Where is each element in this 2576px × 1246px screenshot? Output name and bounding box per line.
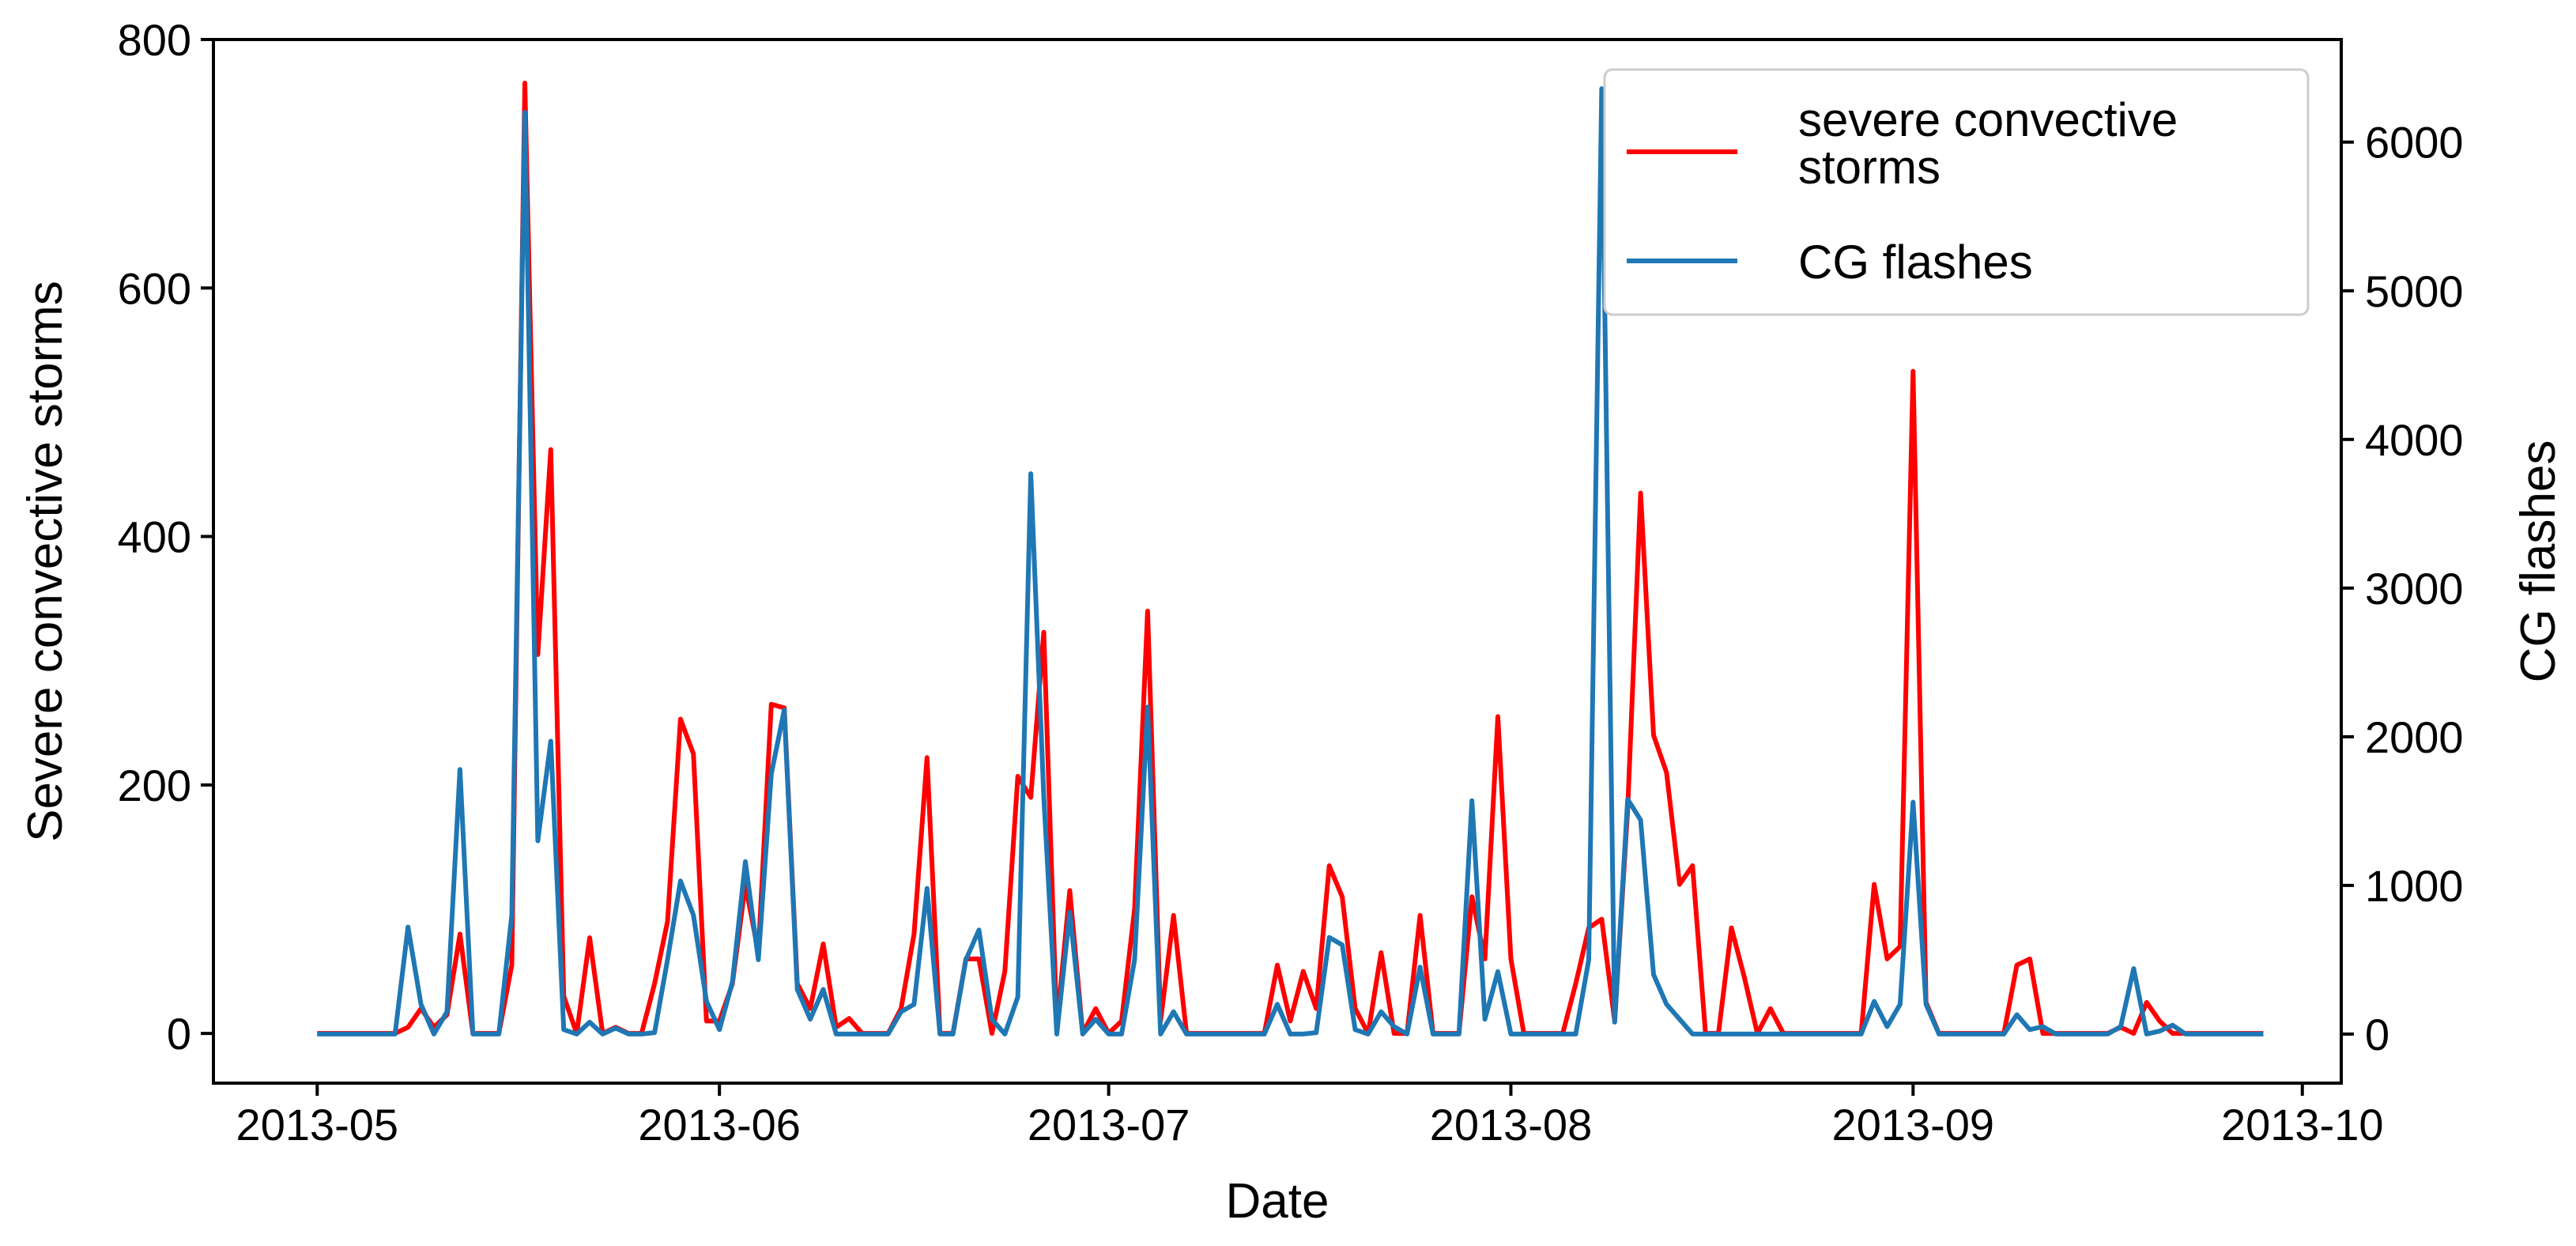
y-left-tick-label: 600 — [118, 263, 191, 313]
series-line-cg-flashes — [317, 86, 2264, 1036]
legend-label-line: storms — [1798, 141, 1940, 194]
y-right-tick-label: 5000 — [2365, 266, 2464, 316]
x-tick-label: 2013-05 — [236, 1100, 399, 1150]
y-right-tick-label: 2000 — [2365, 712, 2464, 762]
x-tick-label: 2013-07 — [1028, 1100, 1190, 1150]
x-tick-label: 2013-09 — [1832, 1100, 1995, 1150]
y-right-tick-label: 1000 — [2365, 861, 2464, 911]
y-right-tick-label: 6000 — [2365, 118, 2464, 168]
y-right-axis-label: CG flashes — [2511, 440, 2566, 683]
legend-label-cg-flashes: CG flashes — [1798, 236, 2033, 289]
x-tick-label: 2013-08 — [1430, 1100, 1593, 1150]
y-left-axis-label: Severe convective storms — [18, 281, 73, 842]
plot-frame — [212, 38, 2343, 1085]
legend-label-severe-convective-storms: severe convective storms — [1798, 93, 2178, 194]
x-tick-label: 2013-06 — [638, 1100, 801, 1150]
y-right-tick-label: 4000 — [2365, 415, 2464, 465]
legend: severe convective storms CG flashes — [1603, 68, 2310, 316]
plot-layer — [317, 81, 2264, 1036]
y-left-tick-label: 400 — [118, 512, 191, 562]
axes-layer: 2013-05 2013-06 2013-07 2013-08 2013-09 2013-… — [18, 15, 2566, 1229]
y-left-tick-label: 200 — [118, 761, 191, 810]
x-axis-label: Date — [1226, 1174, 1329, 1229]
y-left-tick-label: 800 — [118, 15, 191, 65]
y-left-tick-label: 0 — [167, 1009, 191, 1059]
x-tick-label: 2013-10 — [2221, 1100, 2384, 1150]
legend-label-line: severe convective — [1798, 93, 2178, 146]
y-right-tick-label: 3000 — [2365, 564, 2464, 614]
legend-box — [1603, 68, 2310, 316]
y-right-tick-label: 0 — [2365, 1010, 2389, 1059]
